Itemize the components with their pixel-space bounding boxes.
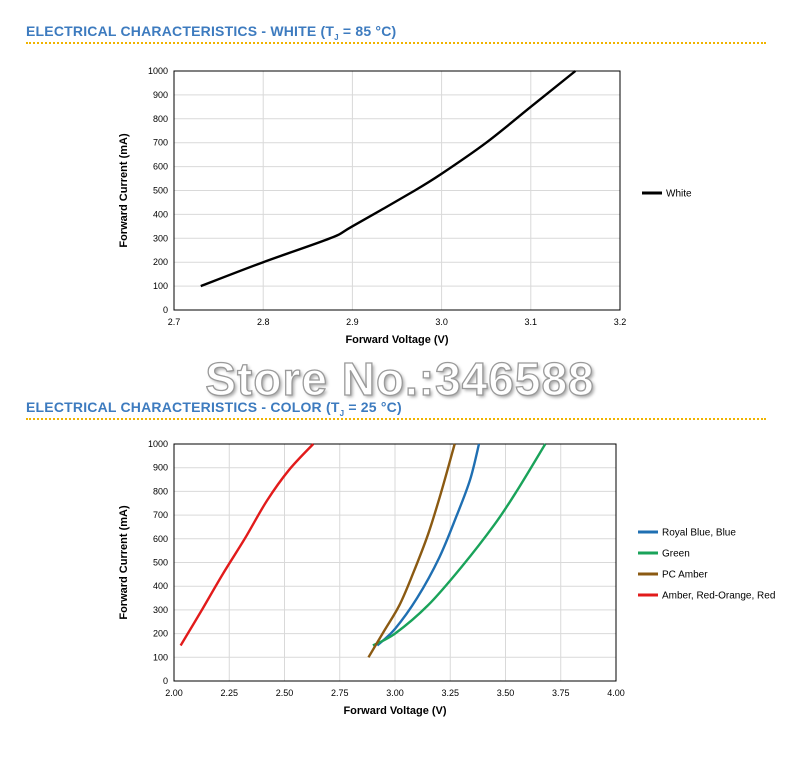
white-forward-voltage-chart: 2.7 2.8 2.9 3.0 3.1 3.2 0 100 200 300 400 500 600 700… <box>118 66 692 346</box>
x-tick-label: 3.0 <box>435 317 448 327</box>
x-axis-label: Forward Voltage (V) <box>345 334 448 346</box>
x-tick-label: 3.75 <box>552 688 570 698</box>
y-tick-label: 100 <box>153 281 168 291</box>
y-tick-label: 500 <box>153 558 168 568</box>
y-tick-label: 900 <box>153 90 168 100</box>
x-tick-label: 4.00 <box>607 688 625 698</box>
section-title-white: ELECTRICAL CHARACTERISTICS - WHITE (TJ =… <box>26 23 396 42</box>
y-tick-label: 1000 <box>148 439 168 449</box>
y-tick-label: 600 <box>153 534 168 544</box>
y-tick-label: 0 <box>163 676 168 686</box>
legend-label: Green <box>662 549 690 560</box>
y-tick-label: 500 <box>153 186 168 196</box>
x-tick-label: 2.7 <box>168 317 181 327</box>
x-tick-label: 2.00 <box>165 688 183 698</box>
title-main: ELECTRICAL CHARACTERISTICS - COLOR (T <box>26 399 340 415</box>
legend-label: White <box>666 189 692 200</box>
y-tick-label: 800 <box>153 114 168 124</box>
y-tick-label: 300 <box>153 233 168 243</box>
legend-label: Royal Blue, Blue <box>662 528 736 539</box>
y-axis-label: Forward Current (mA) <box>118 133 130 248</box>
y-tick-label: 0 <box>163 305 168 315</box>
series-line-white <box>200 70 577 288</box>
series-line-green <box>372 443 547 647</box>
title-subscript: J <box>339 408 345 418</box>
series-line-royal-blue-blue <box>376 443 481 647</box>
series-line-amber-red-orange-red <box>179 443 315 647</box>
x-tick-label: 3.50 <box>497 688 515 698</box>
title-subscript: J <box>334 32 339 42</box>
x-tick-label: 3.00 <box>386 688 404 698</box>
x-tick-label: 2.25 <box>220 688 238 698</box>
y-tick-label: 600 <box>153 162 168 172</box>
y-tick-label: 100 <box>153 652 168 662</box>
y-tick-label: 700 <box>153 510 168 520</box>
y-tick-label: 800 <box>153 486 168 496</box>
y-tick-label: 700 <box>153 138 168 148</box>
section-divider <box>26 418 766 420</box>
section-divider <box>26 42 766 44</box>
title-rest: = 85 °C) <box>338 23 397 39</box>
x-tick-label: 2.50 <box>276 688 294 698</box>
legend-label: PC Amber <box>662 570 708 581</box>
x-tick-label: 3.2 <box>614 317 627 327</box>
x-tick-label: 2.75 <box>331 688 349 698</box>
y-tick-label: 400 <box>153 209 168 219</box>
plot-area-frame <box>173 443 617 682</box>
y-tick-label: 200 <box>153 257 168 267</box>
title-main: ELECTRICAL CHARACTERISTICS - WHITE (T <box>26 23 335 39</box>
series-line-pc-amber <box>367 443 456 658</box>
x-tick-label: 2.8 <box>257 317 270 327</box>
section-title-color: ELECTRICAL CHARACTERISTICS - COLOR (TJ =… <box>26 399 402 418</box>
x-axis-label: Forward Voltage (V) <box>343 705 446 717</box>
y-tick-label: 1000 <box>148 66 168 76</box>
x-tick-label: 3.1 <box>525 317 538 327</box>
y-tick-label: 900 <box>153 463 168 473</box>
y-tick-label: 400 <box>153 581 168 591</box>
x-tick-label: 3.25 <box>441 688 459 698</box>
y-tick-label: 300 <box>153 605 168 615</box>
x-tick-label: 2.9 <box>346 317 359 327</box>
y-tick-label: 200 <box>153 629 168 639</box>
plot-area-frame <box>173 70 621 311</box>
title-rest: = 25 °C) <box>344 399 402 415</box>
legend-label: Amber, Red-Orange, Red <box>662 591 775 602</box>
y-axis-label: Forward Current (mA) <box>118 505 130 620</box>
